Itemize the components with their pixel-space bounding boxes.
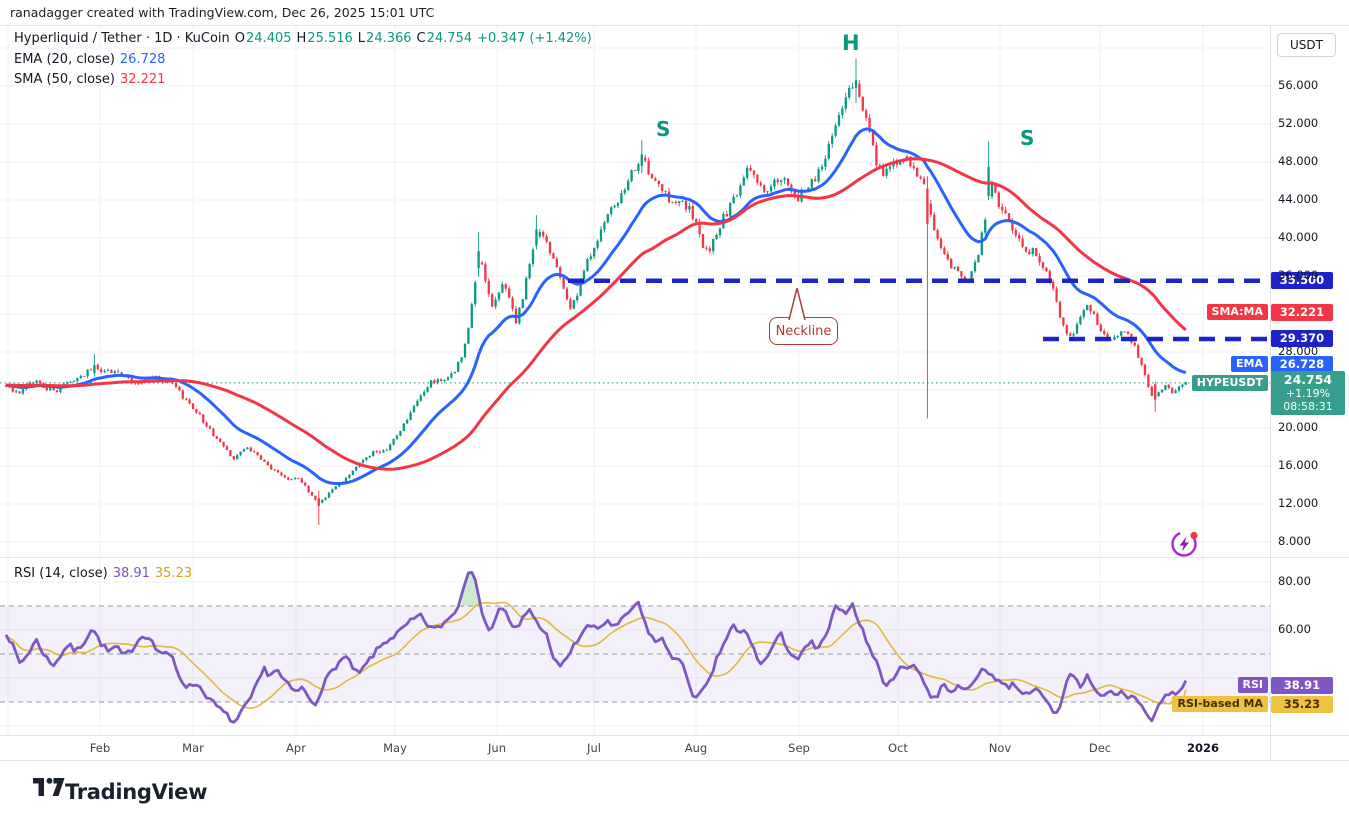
sma-legend[interactable]: SMA (50, close) 32.221 <box>14 72 165 87</box>
sma-legend-label: SMA (50, close) <box>14 72 115 87</box>
symbol-title: Hyperliquid / Tether · 1D · KuCoin <box>14 31 230 46</box>
rsi-axis-label: RSI <box>1237 677 1268 693</box>
rsi-legend[interactable]: RSI (14, close) 38.91 35.23 <box>14 566 192 581</box>
header-divider <box>0 25 1349 26</box>
price-tick-28.000: 28.000 <box>1278 344 1319 358</box>
priceaxis-divider <box>1270 25 1271 760</box>
time-label-Nov: Nov <box>988 741 1012 755</box>
price-tick-16.000: 16.000 <box>1278 458 1319 472</box>
price-tick-12.000: 12.000 <box>1278 496 1319 510</box>
ohlc-open: O 24.405 <box>234 31 292 46</box>
time-label-Jul: Jul <box>587 741 601 755</box>
chart-bottom-divider <box>0 760 1349 761</box>
head-label[interactable]: H <box>842 31 860 55</box>
timeaxis-divider <box>0 735 1349 736</box>
ohlc-high: H 25.516 <box>296 31 353 46</box>
left-shoulder-label[interactable]: S <box>656 117 671 141</box>
time-label-Sep: Sep <box>788 741 810 755</box>
panel-divider[interactable] <box>0 557 1349 558</box>
last-price-badge: 24.754 +1.19% 08:58:31 <box>1271 371 1345 415</box>
last-price-value: 24.754 <box>1283 372 1333 387</box>
currency-usdt-button[interactable]: USDT <box>1277 33 1336 57</box>
level-badge-29370: 29.370 <box>1271 330 1333 347</box>
time-label-Oct: Oct <box>888 741 908 755</box>
time-label-2026: 2026 <box>1186 741 1220 755</box>
right-shoulder-label[interactable]: S <box>1020 126 1035 150</box>
price-tick-40.000: 40.000 <box>1278 230 1319 244</box>
level-badge-35500: 35.500 <box>1271 272 1333 289</box>
time-label-Dec: Dec <box>1088 741 1112 755</box>
time-label-Mar: Mar <box>182 741 204 755</box>
sma-legend-value: 32.221 <box>119 72 166 87</box>
rsi-panel-layer <box>0 571 1270 724</box>
sma-axis-label: SMA:MA <box>1206 304 1268 320</box>
rsi-ma-axis-value: 35.23 <box>1271 696 1333 713</box>
neckline-callout-tail <box>788 287 806 323</box>
neckline-callout-text: Neckline <box>775 323 832 339</box>
ema-axis-label: EMA <box>1231 356 1268 372</box>
rsi-axis-value: 38.91 <box>1271 677 1333 694</box>
bar-countdown: 08:58:31 <box>1283 400 1333 413</box>
symbol-axis-label: HYPEUSDT <box>1191 375 1268 391</box>
price-tick-48.000: 48.000 <box>1278 154 1319 168</box>
rsi-tick-80.00: 80.00 <box>1278 574 1311 588</box>
price-tick-44.000: 44.000 <box>1278 192 1319 206</box>
time-label-Apr: Apr <box>286 741 306 755</box>
notification-dot <box>1190 531 1198 540</box>
price-tick-52.000: 52.000 <box>1278 116 1319 130</box>
sma-axis-value: 32.221 <box>1271 304 1333 321</box>
ema-axis-value: 26.728 <box>1271 356 1333 373</box>
rsi-ma-axis-label: RSI-based MA <box>1172 696 1268 712</box>
time-label-Feb: Feb <box>89 741 111 755</box>
price-tick-36.000: 36.000 <box>1278 268 1319 282</box>
symbol-legend[interactable]: Hyperliquid / Tether · 1D · KuCoin O 24.… <box>14 31 592 46</box>
price-tick-56.000: 56.000 <box>1278 78 1319 92</box>
rsi-legend-value: 38.91 <box>112 566 150 581</box>
price-tick-8.000: 8.000 <box>1278 534 1311 548</box>
rsi-legend-label: RSI (14, close) <box>14 566 108 581</box>
ohlc-close: C 24.754 <box>416 31 473 46</box>
attribution-text: ranadagger created with TradingView.com,… <box>10 5 435 20</box>
time-label-Jun: Jun <box>488 741 506 755</box>
ema-legend[interactable]: EMA (20, close) 26.728 <box>14 52 165 67</box>
rsi-ma-legend-value: 35.23 <box>154 566 193 581</box>
tradingview-logo-icon[interactable] <box>33 778 65 800</box>
last-price-change: +1.19% <box>1285 387 1331 400</box>
rsi-tick-60.00: 60.00 <box>1278 622 1311 636</box>
tradingview-logo-text[interactable]: TradingView <box>65 780 208 804</box>
time-label-May: May <box>383 741 407 755</box>
currency-usdt-label: USDT <box>1290 38 1323 52</box>
candles <box>4 58 1187 525</box>
price-tick-20.000: 20.000 <box>1278 420 1319 434</box>
grid-layer <box>0 25 1270 735</box>
flash-ideas-icon[interactable] <box>1169 528 1201 560</box>
ema-legend-value: 26.728 <box>119 52 166 67</box>
ohlc-change: +0.347 (+1.42%) <box>477 31 592 46</box>
ema-legend-label: EMA (20, close) <box>14 52 115 67</box>
time-label-Aug: Aug <box>684 741 708 755</box>
price-panel-layer <box>0 58 1270 525</box>
ohlc-low: L 24.366 <box>357 31 412 46</box>
